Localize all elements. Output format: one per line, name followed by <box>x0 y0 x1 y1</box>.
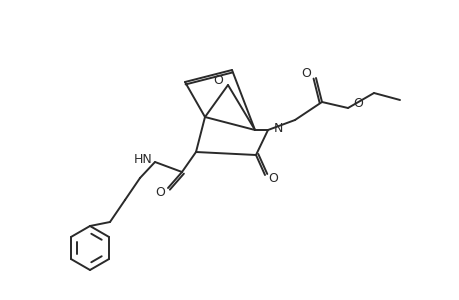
Text: O: O <box>268 172 277 185</box>
Text: N: N <box>273 122 282 134</box>
Text: O: O <box>213 74 223 86</box>
Text: O: O <box>353 97 362 110</box>
Text: O: O <box>155 185 165 199</box>
Text: HN: HN <box>133 152 152 166</box>
Text: O: O <box>300 67 310 80</box>
